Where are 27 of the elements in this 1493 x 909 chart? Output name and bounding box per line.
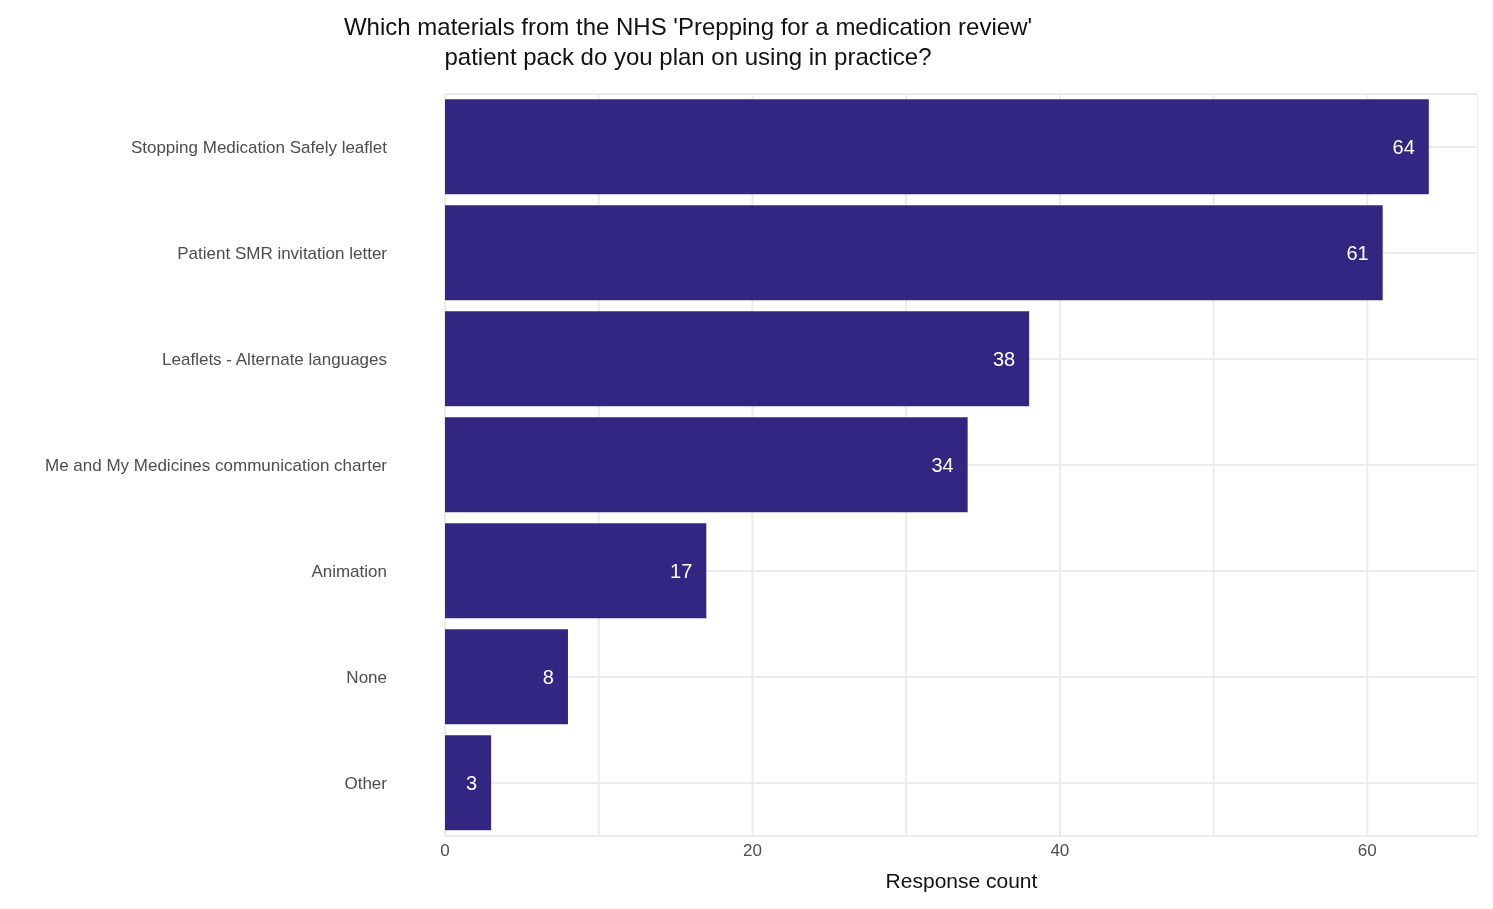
bar — [445, 311, 1030, 407]
bar — [445, 99, 1429, 195]
bar — [445, 205, 1383, 301]
y-tick-label: Me and My Medicines communication charter — [44, 456, 388, 476]
chart-title: Which materials from the NHS 'Prepping for a medication review' patient pack do you plan on using in practice? — [342, 12, 1034, 72]
y-tick-label: Animation — [311, 562, 387, 582]
data-label: 8 — [542, 665, 554, 688]
data-label: 38 — [992, 347, 1016, 370]
bar — [445, 735, 492, 831]
bar — [445, 417, 968, 513]
x-tick-label: 20 — [742, 841, 762, 861]
x-axis-title: Response count — [885, 869, 1038, 892]
data-label: 64 — [1392, 135, 1415, 158]
y-tick-label: Other — [344, 774, 388, 794]
y-tick-label: None — [346, 668, 387, 688]
data-label: 3 — [465, 771, 478, 794]
y-tick-label: Patient SMR invitation letter — [177, 244, 388, 264]
data-label: 61 — [1346, 241, 1369, 264]
x-tick-label: 40 — [1050, 841, 1070, 861]
bar — [445, 629, 568, 725]
y-tick-label: Leaflets - Alternate languages — [162, 350, 387, 370]
x-tick-label: 60 — [1357, 841, 1377, 861]
x-tick-label: 0 — [440, 841, 450, 861]
data-label: 34 — [931, 453, 954, 476]
bar — [445, 523, 707, 619]
y-tick-label: Stopping Medication Safely leaflet — [130, 138, 388, 158]
data-label: 17 — [670, 559, 693, 582]
